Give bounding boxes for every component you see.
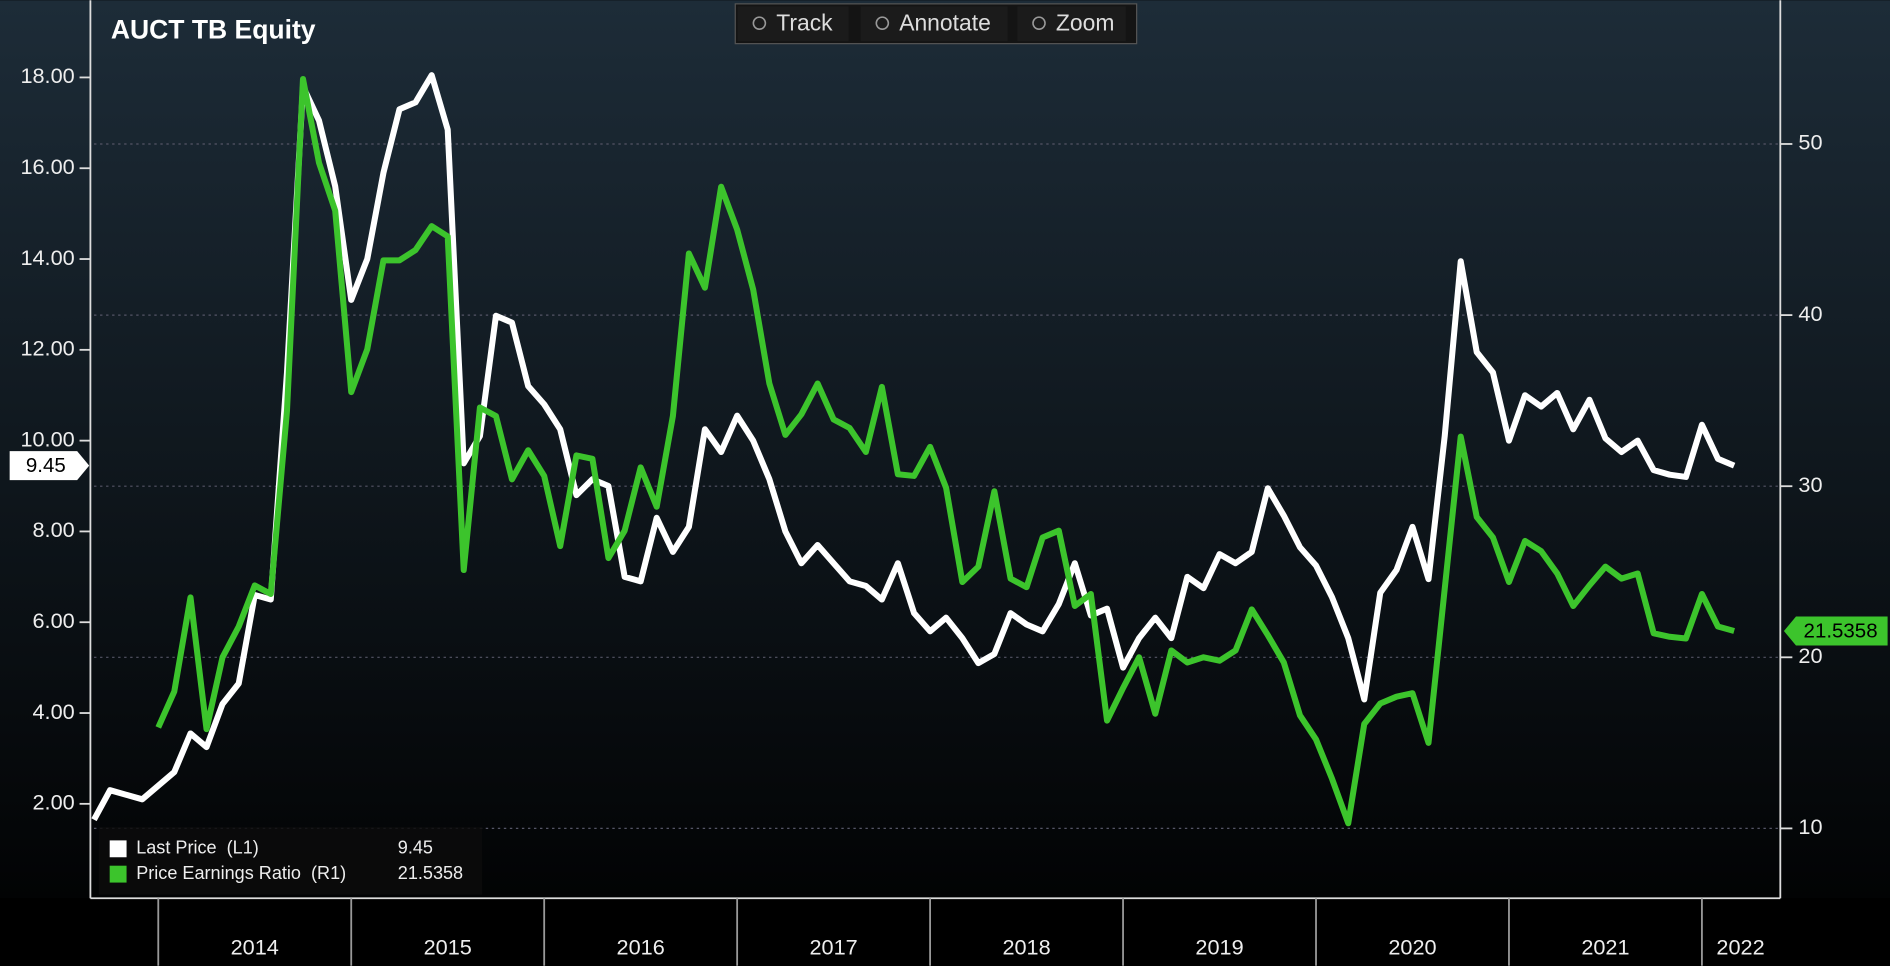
legend-value: 21.5358 <box>398 863 463 883</box>
legend-label: Price Earnings Ratio (R1) <box>136 863 346 883</box>
toolbar-button-bg[interactable] <box>860 6 1008 42</box>
toolbar: Track Annotate Zoom <box>734 3 1138 45</box>
y-tick-label: 6.00 <box>33 608 75 633</box>
y-tick-label: 10.00 <box>20 426 74 451</box>
toolbar-label[interactable]: Annotate <box>899 9 991 35</box>
toolbar-button-bg[interactable] <box>1017 6 1126 42</box>
x-tick-label: 2021 <box>1581 935 1629 960</box>
y-tick-label: 8.00 <box>33 517 75 542</box>
last-value-tag <box>1783 616 1888 646</box>
legend-swatch <box>109 865 127 883</box>
toolbar-label[interactable]: Zoom <box>1056 9 1115 35</box>
toolbar-label[interactable]: Track <box>776 9 833 35</box>
last-value-label: 9.45 <box>26 454 66 477</box>
legend-bg <box>98 827 483 895</box>
y-tick-label: 18.00 <box>20 63 74 88</box>
legend-value: 9.45 <box>398 838 433 858</box>
y2-tick-label: 40 <box>1798 301 1822 326</box>
x-tick-label: 2019 <box>1195 935 1243 960</box>
x-tick-label: 2017 <box>809 935 857 960</box>
legend-swatch <box>109 840 127 858</box>
chart-title: AUCT TB Equity <box>111 15 316 45</box>
x-tick-label: 2018 <box>1002 935 1050 960</box>
last-value-tag <box>9 451 90 481</box>
x-tick-label: 2015 <box>424 935 472 960</box>
y-tick-label: 2.00 <box>33 790 75 815</box>
y-tick-label: 14.00 <box>20 245 74 270</box>
y2-tick-label: 10 <box>1798 814 1822 839</box>
toolbar-button[interactable]: Track <box>737 6 849 42</box>
y-tick-label: 4.00 <box>33 699 75 724</box>
y2-tick-label: 30 <box>1798 472 1822 497</box>
toolbar-button[interactable]: Zoom <box>1017 6 1126 42</box>
series-line <box>91 72 1736 822</box>
y-tick-label: 12.00 <box>20 336 74 361</box>
toolbar-icon[interactable] <box>1032 16 1046 30</box>
last-value-label: 21.5358 <box>1804 620 1878 643</box>
x-tick-label: 2016 <box>617 935 665 960</box>
y-tick-label: 16.00 <box>20 154 74 179</box>
y2-tick-label: 50 <box>1798 130 1822 155</box>
toolbar-button[interactable]: Annotate <box>860 6 1008 42</box>
toolbar-icon[interactable] <box>752 16 767 30</box>
legend-label: Last Price (L1) <box>136 838 259 858</box>
x-tick-label: 2020 <box>1388 935 1436 960</box>
x-tick-label: 2014 <box>231 935 279 960</box>
legend: Last Price (L1) 9.45 Price Earnings Ratio … <box>98 827 483 895</box>
x-axis-strip <box>0 898 1890 966</box>
y2-tick-label: 20 <box>1798 643 1822 668</box>
series-line <box>155 75 1735 827</box>
x-tick-label: 2022 <box>1716 935 1764 960</box>
toolbar-button-bg[interactable] <box>737 6 849 42</box>
toolbar-icon[interactable] <box>875 16 890 30</box>
